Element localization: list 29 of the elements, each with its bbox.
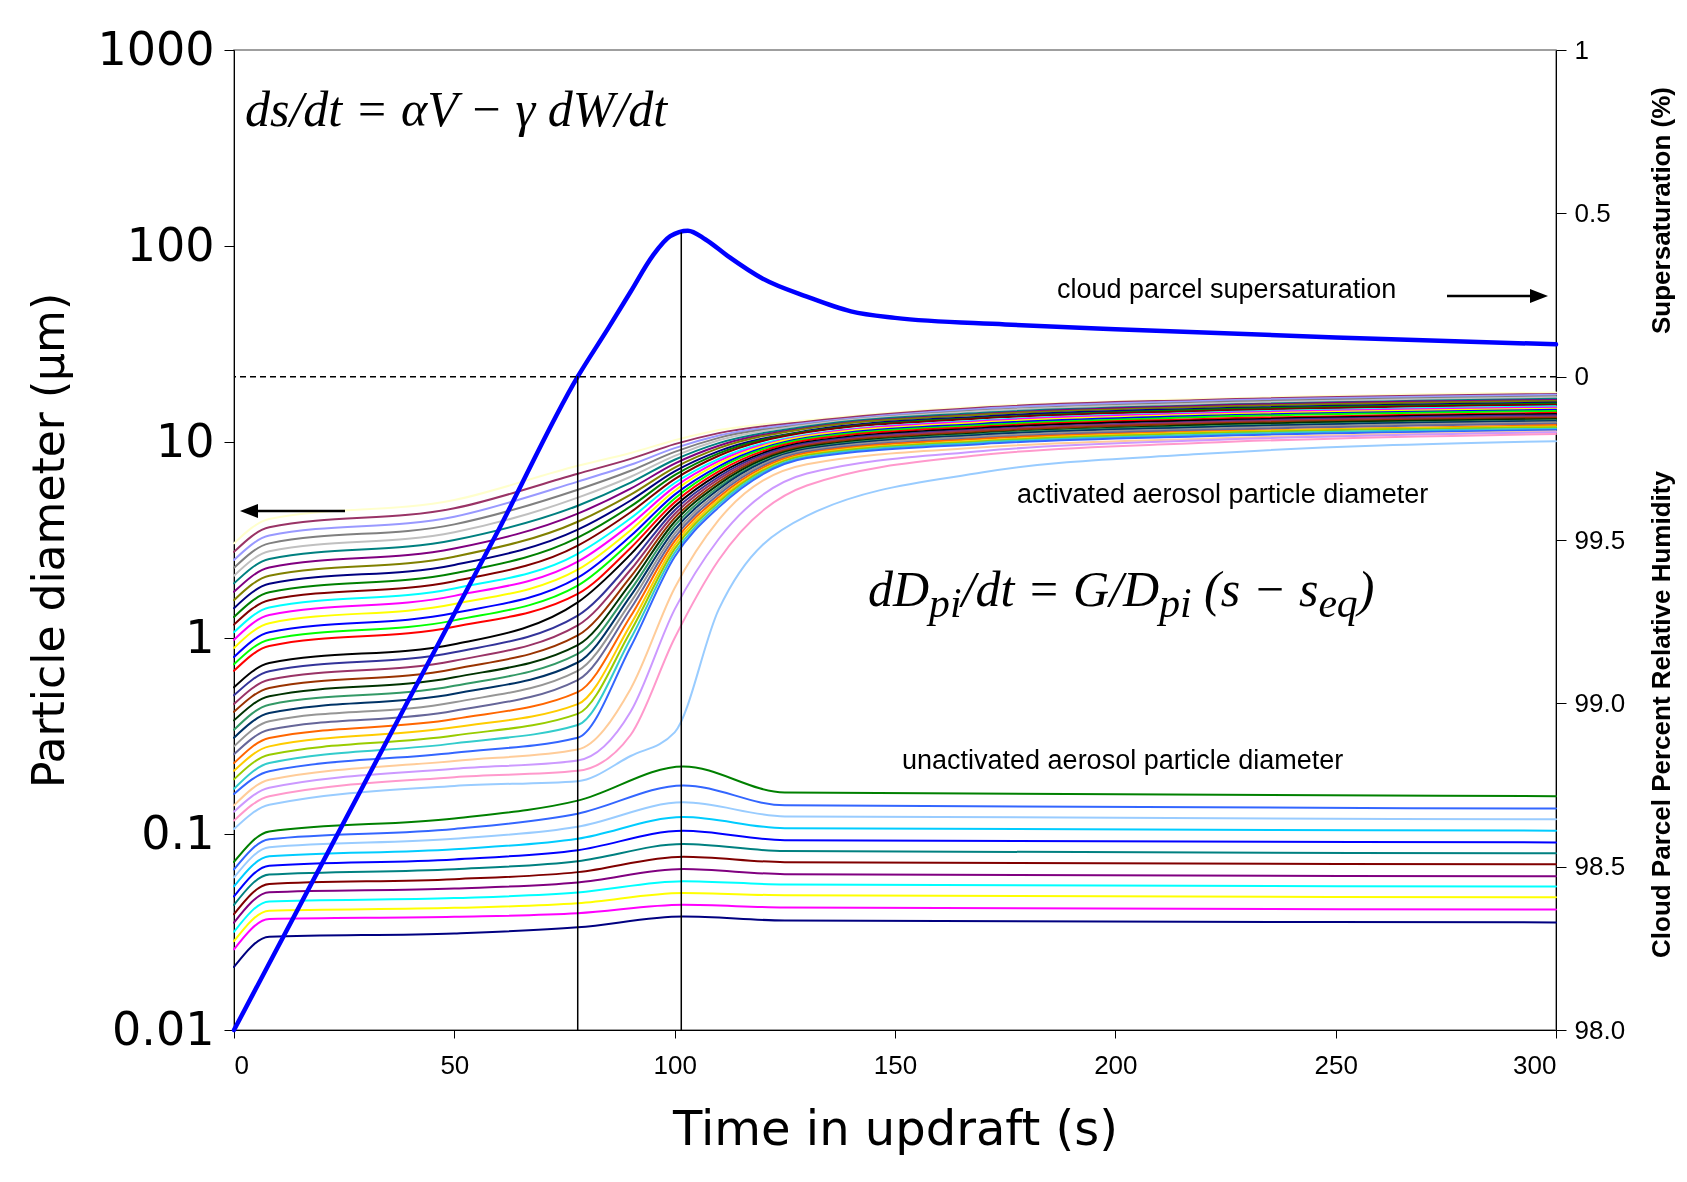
x-tick-label: 300 (1513, 1049, 1557, 1080)
y3-axis-title: Cloud Parcel Percent Relative Humidity (1646, 470, 1677, 961)
y3-tick-label: 99.5 (1574, 524, 1626, 555)
x-tick-label: 150 (873, 1049, 918, 1080)
y-tick-label: 1 (185, 609, 215, 664)
y3-tick-label: 98.0 (1574, 1014, 1626, 1045)
x-tick-label: 0 (234, 1049, 249, 1080)
y2-tick-label: 1 (1574, 34, 1589, 65)
y2-axis-title: Supersaturation (%) (1646, 85, 1677, 336)
annotation: dD$_{pi}$/dt = G/D$_{pi}$ (s − s$_{eq}$) (868, 560, 1375, 627)
annotation: cloud parcel supersaturation (1057, 274, 1397, 305)
x-tick-label: 200 (1094, 1049, 1138, 1080)
y-tick-label: 0.01 (112, 1001, 215, 1056)
x-axis-title: Time in updraft (s) (672, 1099, 1118, 1156)
annotation: ds/dt = αV − γ dW/dt (245, 80, 668, 138)
annotation: unactivated aerosol particle diameter (902, 745, 1344, 776)
y-tick-label: 1000 (97, 21, 215, 76)
y-tick-label: 10 (155, 413, 215, 468)
x-tick-label: 250 (1314, 1049, 1358, 1080)
y3-tick-label: 98.5 (1574, 851, 1626, 882)
x-tick-label: 100 (653, 1049, 697, 1080)
y3-tick-label: 99.0 (1574, 687, 1626, 718)
y-axis-title: Particle diameter (µm) (23, 292, 75, 789)
y-tick-label: 100 (126, 217, 215, 272)
annotation: activated aerosol particle diameter (1017, 479, 1429, 510)
y-tick-label: 0.1 (141, 805, 215, 860)
y2-tick-label: 0 (1574, 361, 1589, 392)
y2-tick-label: 0.5 (1574, 197, 1611, 228)
x-tick-label: 50 (440, 1049, 470, 1080)
